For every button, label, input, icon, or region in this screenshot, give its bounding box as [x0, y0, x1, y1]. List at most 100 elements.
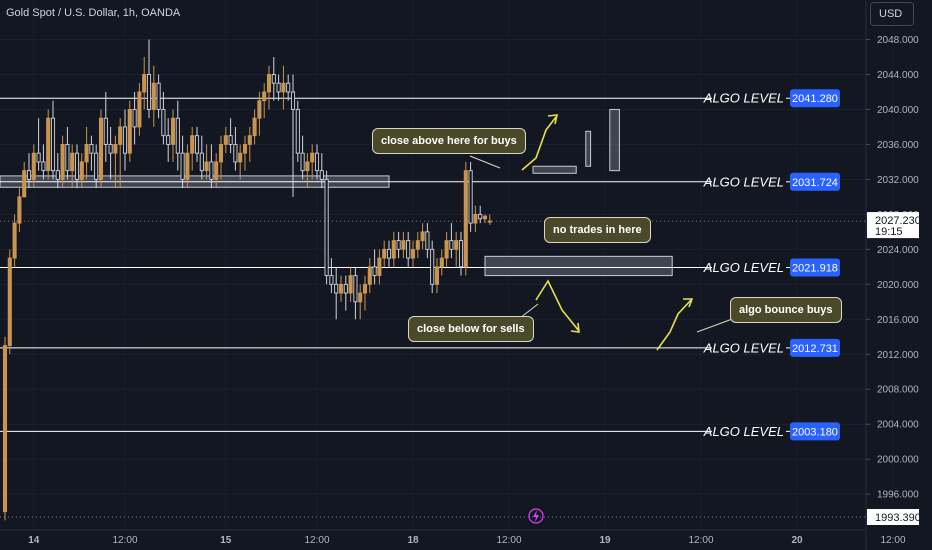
- candle-body: [449, 240, 454, 250]
- candle: [218, 135, 224, 180]
- price-tick-label: 2036.000: [877, 140, 919, 151]
- currency-button[interactable]: USD: [870, 2, 914, 26]
- candle: [74, 144, 80, 189]
- candle-body: [127, 108, 132, 154]
- annotation-buys: close above here for buys: [372, 128, 526, 154]
- candle: [31, 144, 36, 189]
- candle: [266, 65, 272, 110]
- candle-body: [362, 283, 368, 294]
- candle-body: [199, 152, 204, 172]
- time-tick-label: 12:00: [112, 535, 137, 546]
- candle-body: [46, 117, 51, 172]
- candle-body: [233, 143, 238, 163]
- candle-body: [401, 240, 406, 250]
- candle: [252, 109, 257, 145]
- candle: [425, 223, 430, 259]
- candle: [353, 266, 358, 320]
- sells-pointer-line: [519, 303, 539, 319]
- bounce-arrow-head: [683, 298, 694, 308]
- algo-level-label: ALGO LEVEL: [703, 174, 784, 189]
- algo-level-label: ALGO LEVEL: [703, 260, 784, 275]
- price-tick-label: 2048.000: [877, 35, 919, 46]
- candle: [26, 153, 32, 189]
- candle: [406, 231, 411, 267]
- candle-body: [151, 82, 156, 110]
- candle: [228, 118, 233, 154]
- candle-body: [458, 240, 464, 268]
- candle: [113, 135, 118, 189]
- candle-body: [161, 108, 166, 137]
- candle-body: [358, 292, 363, 303]
- symbol-title[interactable]: Gold Spot / U.S. Dollar, 1h, OANDA: [6, 7, 181, 19]
- lightning-icon[interactable]: [528, 508, 544, 524]
- candle: [314, 144, 320, 180]
- candle: [295, 100, 300, 162]
- time-axis[interactable]: 14 12:00 15 12:00 18 12:00 19 12:00 20 12:00: [0, 529, 906, 546]
- price-zone-box: [532, 165, 577, 174]
- algo-level-label: ALGO LEVEL: [703, 424, 784, 439]
- candle-body: [132, 108, 137, 128]
- candle-body: [439, 257, 444, 268]
- candle-body: [271, 74, 276, 84]
- candle-body: [122, 126, 128, 154]
- candle: [70, 144, 75, 189]
- candle: [108, 126, 113, 180]
- candle: [180, 135, 185, 189]
- annotation-no-trades: no trades in here: [544, 217, 651, 243]
- time-tick-label: 12:00: [304, 535, 329, 546]
- candle-body: [286, 82, 291, 93]
- candle-body: [266, 74, 272, 93]
- candle-body: [281, 82, 286, 93]
- price-tick-label: 2020.000: [877, 280, 919, 291]
- candle-body: [2, 345, 8, 513]
- price-axis[interactable]: 1996.000 2000.000 2004.000 2008.000 2012.000…: [865, 0, 919, 550]
- candle: [454, 231, 459, 267]
- candle: [214, 153, 219, 189]
- candle-body: [55, 170, 60, 180]
- candle: [185, 144, 190, 189]
- candle-body: [406, 240, 411, 259]
- candle: [348, 266, 353, 302]
- candle-body: [487, 220, 492, 223]
- candle-body: [108, 143, 113, 154]
- candle-body: [113, 143, 118, 154]
- candle-body: [343, 283, 348, 294]
- current-price-value: 2027.230: [875, 215, 921, 227]
- algo-level-price-tag: [790, 172, 840, 191]
- price-tick-label: 2024.000: [877, 245, 919, 256]
- sell-arrow-down: [535, 279, 580, 332]
- algo-level-price: 2031.724: [792, 177, 838, 189]
- candle-body: [31, 152, 36, 180]
- candle-body: [314, 152, 320, 172]
- candle: [79, 153, 84, 189]
- candle: [386, 240, 392, 267]
- candle: [434, 258, 440, 294]
- algo-level-price-tag: [790, 258, 840, 277]
- candle: [271, 56, 276, 101]
- candle: [60, 135, 65, 189]
- candle: [468, 161, 473, 232]
- candle-body: [338, 283, 344, 294]
- candle-body: [41, 161, 46, 172]
- candle-body: [50, 117, 56, 172]
- price-tick-label: 2016.000: [877, 315, 919, 326]
- candle: [194, 126, 200, 162]
- candle: [65, 126, 70, 180]
- time-tick-label: 15: [220, 535, 232, 546]
- candle: [396, 231, 401, 259]
- candle: [343, 275, 348, 311]
- candle-body: [396, 240, 401, 250]
- candle-body: [118, 126, 123, 145]
- candle-body: [262, 91, 267, 102]
- candle-body: [12, 222, 17, 259]
- candle-body: [305, 161, 310, 172]
- candle: [382, 240, 387, 267]
- price-tags: 2041.280 2031.724 2021.918 2012.731 2003.180…: [790, 89, 921, 525]
- candle-body: [324, 178, 329, 277]
- sell-arrow-head: [570, 322, 580, 333]
- candle: [415, 231, 420, 259]
- algo-level-price: 2041.280: [792, 93, 838, 105]
- candle: [175, 100, 180, 171]
- candle: [478, 205, 483, 224]
